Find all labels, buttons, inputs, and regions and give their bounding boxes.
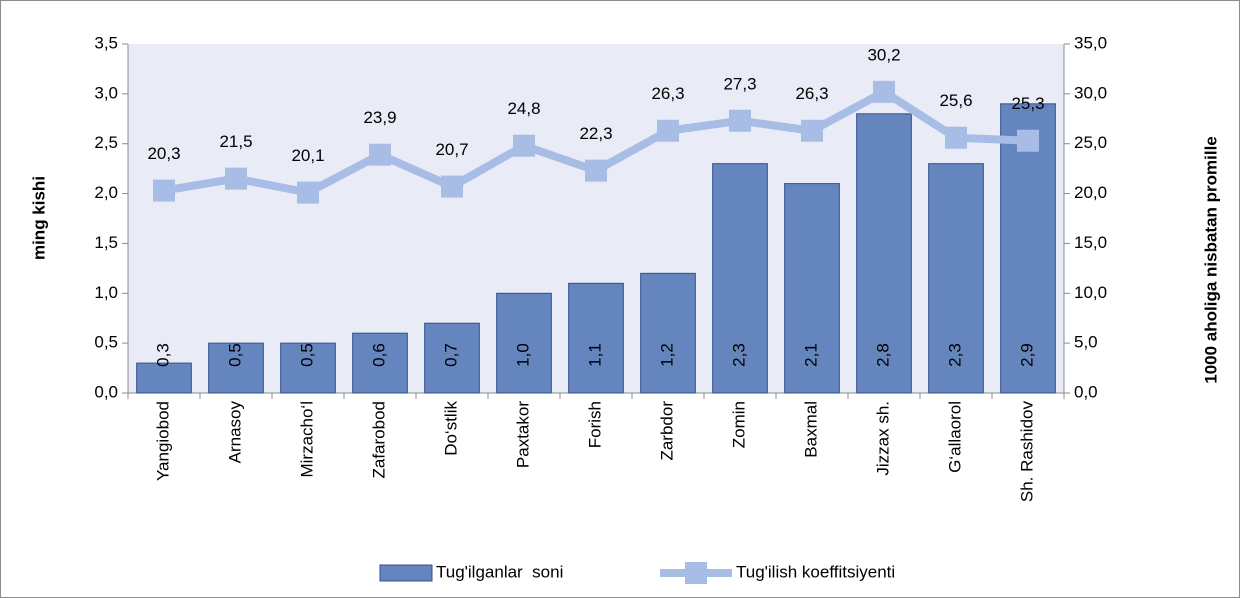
line-value-label: 26,3: [651, 84, 684, 103]
y-axis-title: ming kishi: [29, 176, 48, 260]
bar: [1000, 103, 1056, 394]
line-marker: [153, 179, 175, 202]
bar: [208, 342, 264, 394]
bar: [856, 113, 912, 394]
bar-value-label: 2,8: [873, 343, 892, 367]
legend-label: Tug'ilish koeffitsiyenti: [736, 562, 895, 581]
bar: [136, 362, 192, 394]
bar-value-label: 1,0: [513, 343, 532, 367]
bar-value-label: 0,6: [369, 343, 388, 367]
bar: [712, 163, 768, 394]
y2-tick-label: 30,0: [1074, 83, 1107, 102]
bar-value-label: 2,3: [729, 343, 748, 367]
x-tick-label: Zafarobod: [369, 401, 388, 479]
x-tick-label: Jizzax sh.: [873, 401, 892, 476]
bar-value-label: 0,5: [297, 343, 316, 367]
bar-value-label: 1,2: [657, 343, 676, 367]
bar-value-label: 0,3: [153, 343, 172, 367]
x-tick-label: Zomin: [729, 401, 748, 448]
y-tick-label: 3,0: [94, 83, 118, 102]
line-value-label: 21,5: [219, 132, 252, 151]
bar-value-label: 2,3: [945, 343, 964, 367]
bar: [424, 322, 480, 394]
line-value-label: 23,9: [363, 108, 396, 127]
x-tick-label: Arnasoy: [225, 401, 244, 464]
y2-tick-label: 35,0: [1074, 33, 1107, 52]
x-tick-label: Forish: [585, 401, 604, 448]
line-marker: [297, 181, 319, 204]
bar: [640, 272, 696, 394]
line-marker: [729, 109, 751, 132]
y2-tick-label: 20,0: [1074, 183, 1107, 202]
x-tick-label: Baxmal: [801, 401, 820, 458]
y-tick-label: 3,5: [94, 33, 118, 52]
line-marker: [513, 134, 535, 157]
y-tick-label: 0,0: [94, 382, 118, 401]
x-tick-label: Yangiobod: [153, 401, 172, 481]
bar: [928, 163, 984, 394]
line-marker: [657, 119, 679, 142]
line-marker: [225, 167, 247, 190]
bar-value-label: 0,7: [441, 343, 460, 367]
x-tick-label: Sh. Rashidov: [1017, 401, 1036, 503]
y2-axis-title: 1000 aholiga nisbatan promille: [1201, 136, 1220, 384]
legend-swatch-marker: [685, 562, 707, 584]
line-marker: [801, 119, 823, 142]
bar: [784, 183, 840, 394]
x-tick-label: Mirzacho‘l: [297, 401, 316, 478]
y2-tick-label: 10,0: [1074, 283, 1107, 302]
line-marker: [1017, 129, 1039, 152]
bar-value-label: 2,9: [1017, 343, 1036, 367]
line-value-label: 24,8: [507, 99, 540, 118]
line-value-label: 25,6: [939, 91, 972, 110]
line-marker: [441, 175, 463, 198]
y2-tick-label: 0,0: [1074, 382, 1098, 401]
y2-tick-label: 15,0: [1074, 233, 1107, 252]
line-marker: [369, 143, 391, 166]
bar: [352, 332, 408, 394]
x-tick-label: G‘allaorol: [945, 401, 964, 473]
line-value-label: 20,7: [435, 140, 468, 159]
bar-value-label: 2,1: [801, 343, 820, 367]
line-marker: [945, 126, 967, 149]
line-value-label: 20,1: [291, 146, 324, 165]
bar: [496, 292, 552, 394]
x-tick-label: Do‘stlik: [441, 401, 460, 456]
bar: [568, 282, 624, 394]
y-tick-label: 2,5: [94, 133, 118, 152]
y-tick-label: 0,5: [94, 333, 118, 352]
y-tick-label: 1,0: [94, 283, 118, 302]
line-value-label: 26,3: [795, 84, 828, 103]
line-value-label: 22,3: [579, 124, 612, 143]
bar-value-label: 0,5: [225, 343, 244, 367]
legend-label: Tug'ilganlar soni: [436, 562, 563, 581]
bar-value-label: 1,1: [585, 343, 604, 367]
legend-swatch: [379, 564, 433, 582]
x-tick-label: Paxtakor: [513, 401, 532, 468]
y-tick-label: 1,5: [94, 233, 118, 252]
line-value-label: 27,3: [723, 74, 756, 93]
y2-tick-label: 5,0: [1074, 333, 1098, 352]
y2-tick-label: 25,0: [1074, 133, 1107, 152]
bar: [280, 342, 336, 394]
line-value-label: 25,3: [1011, 94, 1044, 113]
line-marker: [585, 159, 607, 182]
line-marker: [873, 80, 895, 103]
line-value-label: 30,2: [867, 45, 900, 64]
y-tick-label: 2,0: [94, 183, 118, 202]
line-value-label: 20,3: [147, 144, 180, 163]
x-tick-label: Zarbdor: [657, 401, 676, 461]
